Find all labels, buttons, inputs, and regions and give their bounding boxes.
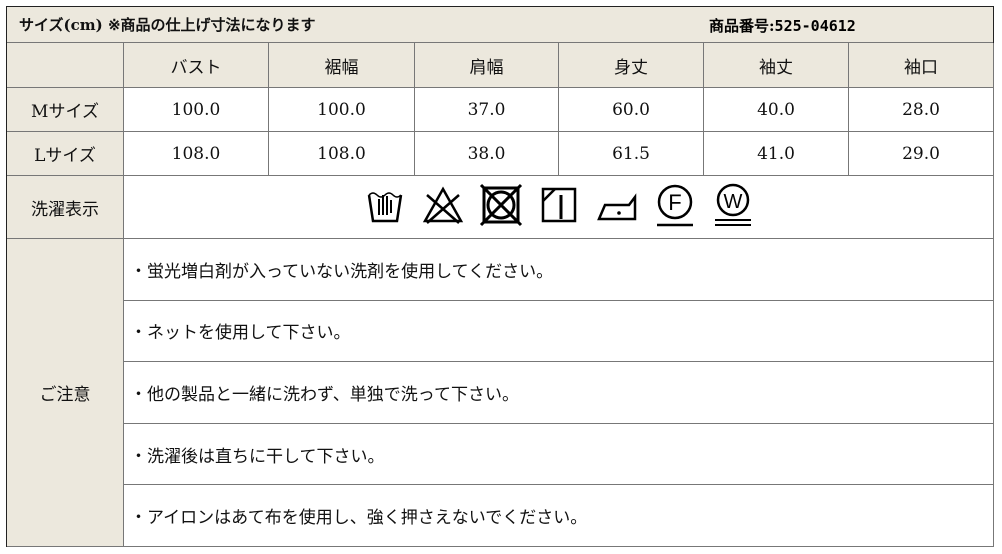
svg-text:F: F: [668, 190, 681, 215]
low-iron-icon: [595, 183, 639, 232]
row-label: Mサイズ: [7, 88, 124, 132]
row-label: Lサイズ: [7, 132, 124, 176]
care-label: 洗濯表示: [7, 176, 124, 239]
product-number: 商品番号:525-04612: [709, 15, 856, 36]
dry-clean-f-icon: F: [653, 183, 697, 232]
hand-wash-icon: [363, 183, 407, 232]
note-item: ・他の製品と一緒に洗わず、単独で洗って下さい。: [124, 362, 994, 424]
table-cell: 37.0: [415, 88, 559, 132]
note-item: ・ネットを使用して下さい。: [124, 300, 994, 363]
product-number-value: 525-04612: [774, 17, 856, 35]
header-corner: [7, 43, 124, 88]
column-header: 袖丈: [704, 43, 849, 88]
no-tumble-dry-icon: [479, 183, 523, 232]
table-cell: 29.0: [849, 132, 994, 176]
size-table: サイズ(cm) ※商品の仕上げ寸法になります 商品番号:525-04612 バス…: [6, 6, 994, 547]
shade-drip-dry-icon: [537, 183, 581, 232]
no-bleach-icon: [421, 183, 465, 232]
note-item: ・アイロンはあて布を使用し、強く押さえないでください。: [124, 485, 994, 547]
table-cell: 41.0: [704, 132, 849, 176]
column-header: 肩幅: [415, 43, 559, 88]
table-cell: 28.0: [849, 88, 994, 132]
product-number-label: 商品番号:: [709, 17, 775, 35]
notes-label: ご注意: [7, 239, 124, 547]
svg-text:W: W: [723, 191, 742, 213]
table-cell: 38.0: [415, 132, 559, 176]
column-header: 身丈: [559, 43, 704, 88]
table-cell: 61.5: [559, 132, 704, 176]
wet-clean-w-icon: W: [711, 183, 755, 232]
table-cell: 108.0: [124, 132, 269, 176]
table-title: サイズ(cm) ※商品の仕上げ寸法になります: [7, 7, 993, 43]
table-cell: 40.0: [704, 88, 849, 132]
column-header: 裾幅: [269, 43, 415, 88]
table-cell: 100.0: [124, 88, 269, 132]
note-item: ・洗濯後は直ちに干して下さい。: [124, 423, 994, 486]
note-item: ・蛍光増白剤が入っていない洗剤を使用してください。: [124, 239, 994, 301]
column-header: 袖口: [849, 43, 994, 88]
column-header: バスト: [124, 43, 269, 88]
table-cell: 60.0: [559, 88, 704, 132]
table-cell: 100.0: [269, 88, 415, 132]
table-cell: 108.0: [269, 132, 415, 176]
